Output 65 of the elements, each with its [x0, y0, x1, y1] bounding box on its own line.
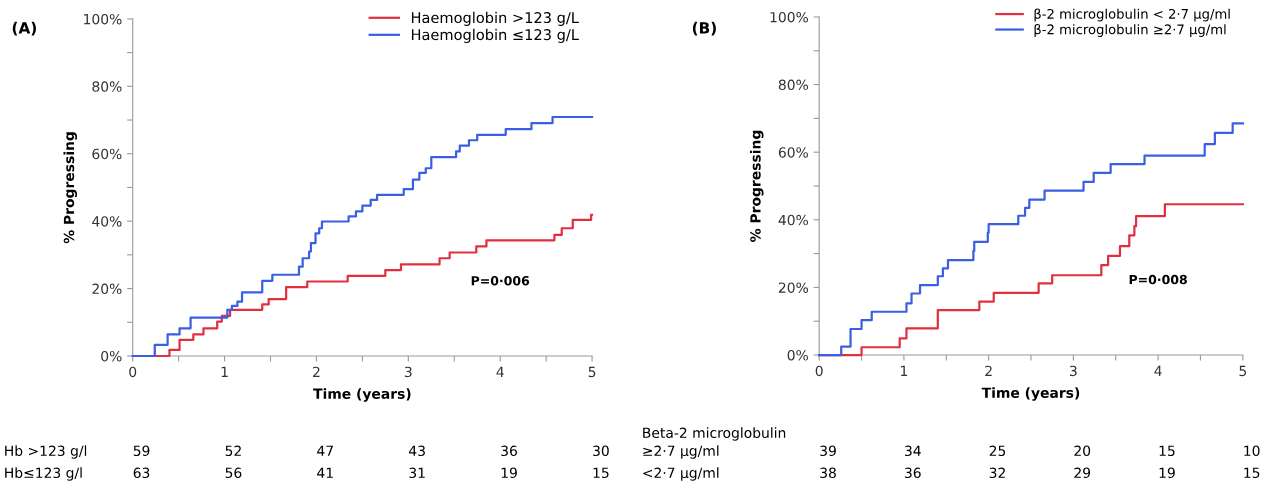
x-tick-label: 2 [985, 365, 992, 376]
text: 20 [1074, 445, 1091, 457]
annotation: P=0·006 [471, 276, 530, 286]
chart-title: (B) [692, 21, 716, 36]
x-tick-label: 5 [588, 366, 596, 378]
text: 43 [409, 445, 425, 457]
x-tick-label: 4 [1154, 365, 1162, 376]
y-tick-label: 20% [778, 282, 809, 293]
y-tick-label: 100% [770, 11, 809, 23]
text: Hb >123 g/l [5, 445, 87, 459]
y-axis-title: % Progressing [63, 132, 78, 244]
x-tick-label: 0 [815, 365, 823, 377]
text: 34 [904, 445, 921, 457]
y-tick-label: 0% [787, 349, 809, 361]
text: 29 [1074, 467, 1091, 479]
text: 63 [133, 467, 150, 479]
text: <2·7 μg/ml [643, 467, 719, 481]
y-tick-label: 40% [92, 216, 122, 227]
x-tick-label: 5 [1239, 365, 1247, 377]
x-tick-label: 0 [129, 366, 137, 378]
text: 15 [1159, 445, 1175, 457]
y-tick-label: 60% [92, 148, 122, 160]
text: 31 [409, 467, 425, 479]
x-axis-title: Time (years) [313, 388, 411, 402]
text: 52 [225, 445, 241, 457]
x-tick-label: 1 [221, 366, 228, 377]
text: 25 [989, 445, 1006, 457]
y-axis-title: % Progressing [749, 130, 764, 242]
text: 36 [501, 445, 517, 457]
legend-label: Haemoglobin >123 g/L [411, 11, 579, 26]
text: 36 [904, 467, 921, 479]
y-tick-label: 60% [778, 147, 809, 158]
y-tick-label: 20% [92, 283, 122, 295]
text: ≥2·7 μg/ml [643, 445, 719, 459]
y-tick-label: 80% [92, 81, 122, 92]
text: 30 [593, 445, 609, 457]
text: 15 [593, 467, 609, 479]
text: Hb≤123 g/l [5, 467, 82, 481]
y-tick-label: 100% [84, 13, 122, 25]
text: 19 [501, 467, 517, 479]
y-tick-label: 0% [101, 350, 122, 362]
text: 41 [317, 467, 333, 478]
text: 10 [1244, 445, 1260, 457]
legend-label: β-2 microglobulin < 2·7 μg/ml [1034, 8, 1230, 22]
y-tick-label: 40% [778, 214, 809, 226]
x-tick-label: 1 [901, 365, 908, 376]
text: 47 [317, 445, 333, 456]
text: 19 [1159, 467, 1175, 479]
text: 38 [820, 467, 836, 479]
text: 56 [225, 467, 242, 479]
x-tick-label: 3 [404, 366, 412, 378]
annotation: P=0·008 [1129, 274, 1187, 285]
y-tick-label: 80% [778, 79, 809, 91]
x-tick-label: 2 [313, 366, 320, 377]
x-tick-label: 4 [496, 366, 504, 377]
text: 59 [133, 445, 150, 457]
text: 39 [820, 445, 836, 457]
text: 32 [989, 467, 1005, 479]
x-axis-title: Time (years) [981, 387, 1080, 401]
legend-label: β-2 microglobulin ≥2·7 μg/ml [1034, 24, 1226, 37]
legend-label: Haemoglobin ≤123 g/L [411, 28, 579, 43]
x-tick-label: 3 [1070, 365, 1077, 377]
text: Beta-2 microglobulin [643, 427, 786, 441]
text: 15 [1244, 467, 1260, 479]
chart-title: (A) [12, 21, 36, 36]
